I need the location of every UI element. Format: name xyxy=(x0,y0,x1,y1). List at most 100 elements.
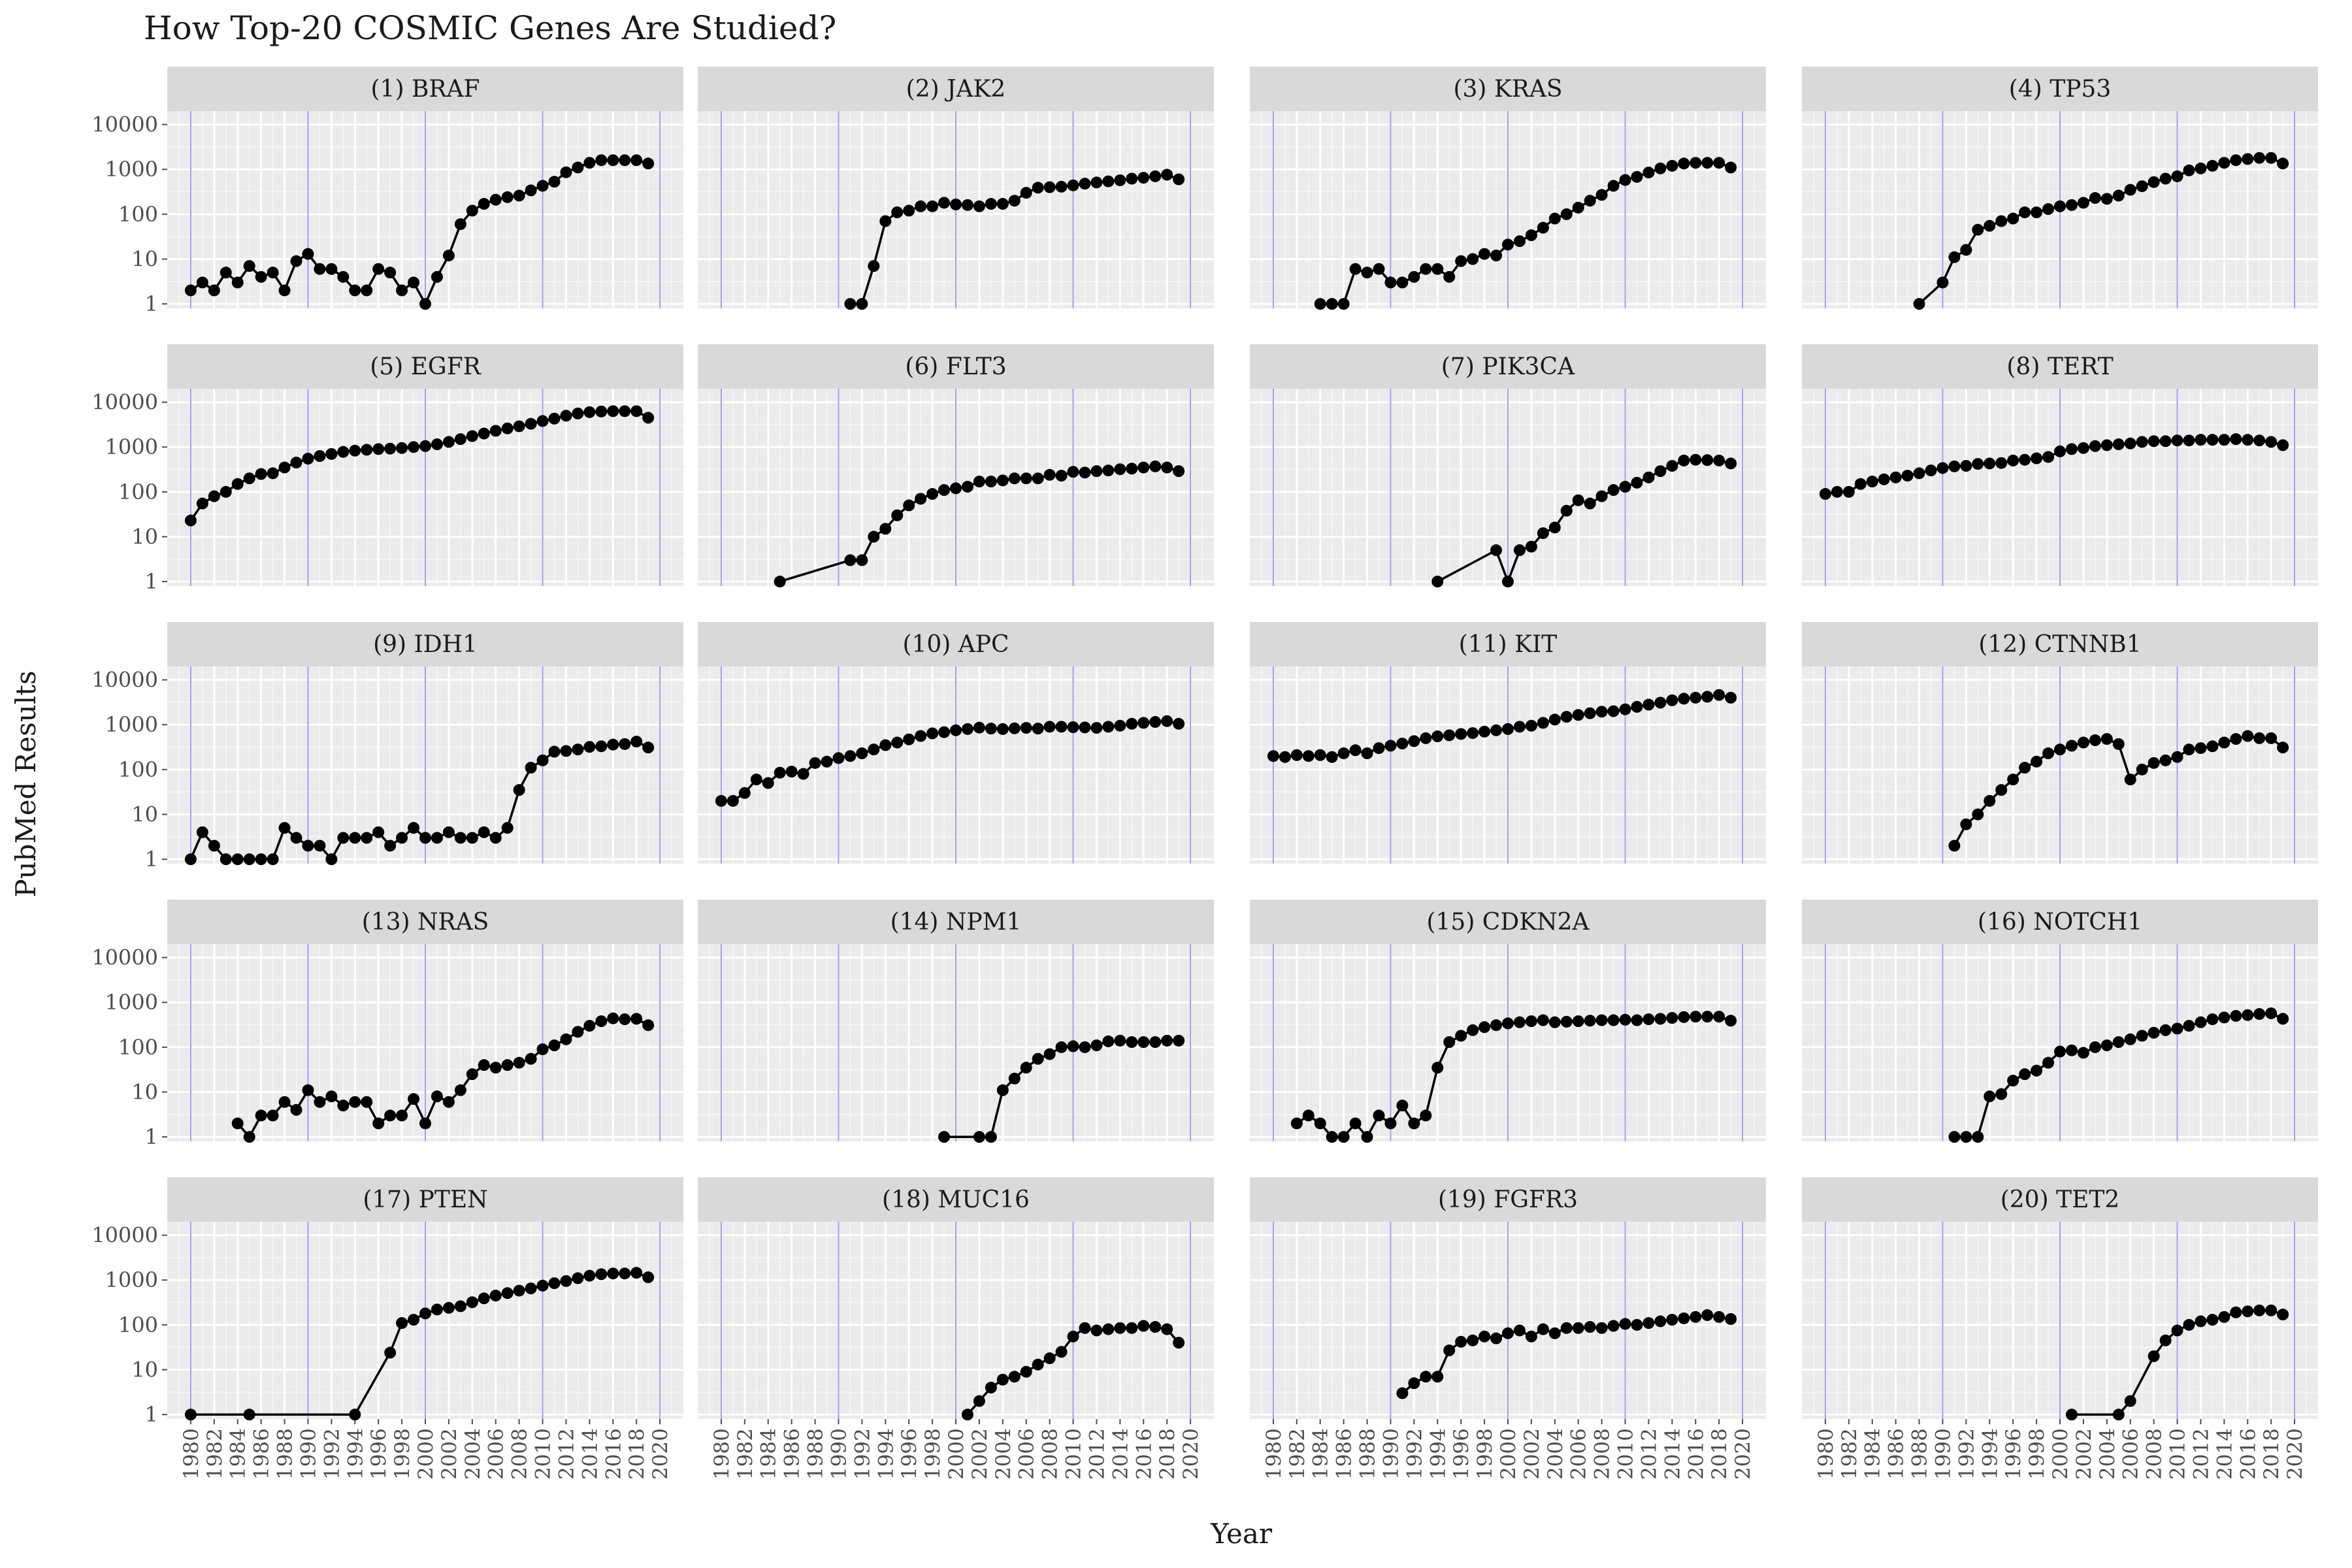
data-point xyxy=(1984,794,1996,807)
data-point xyxy=(2159,435,2172,448)
data-point xyxy=(208,490,220,502)
x-tick-label: 2018 xyxy=(625,1428,649,1480)
data-point xyxy=(2277,742,2289,754)
data-point xyxy=(2253,1304,2266,1316)
data-point xyxy=(1866,476,1878,488)
data-point xyxy=(349,284,361,297)
data-point xyxy=(607,1012,619,1024)
y-tick-label: 1000 xyxy=(105,712,158,737)
facet-panel: (1) BRAF 1 10 100 1000 10000 xyxy=(91,67,683,316)
data-point xyxy=(560,410,572,422)
data-point xyxy=(2253,1008,2266,1021)
data-point xyxy=(938,1131,951,1143)
data-point xyxy=(891,206,904,219)
x-tick-label: 2002 xyxy=(1520,1428,1544,1480)
data-point xyxy=(1467,1334,1479,1347)
data-point xyxy=(337,1100,350,1112)
data-point xyxy=(513,1284,525,1297)
data-point xyxy=(1678,693,1690,705)
data-point xyxy=(290,1103,302,1116)
data-point xyxy=(1161,169,1173,181)
x-tick-label: 2014 xyxy=(578,1428,602,1480)
data-point xyxy=(2065,1044,2078,1056)
data-point xyxy=(1008,472,1021,485)
data-point xyxy=(2089,192,2101,204)
data-point xyxy=(1595,1014,1608,1026)
data-point xyxy=(856,298,868,310)
data-point xyxy=(1560,208,1573,220)
x-tick-label: 1992 xyxy=(320,1428,344,1480)
data-point xyxy=(419,832,431,844)
x-tick-label: 2004 xyxy=(2096,1428,2119,1480)
data-point xyxy=(1032,1053,1044,1065)
data-point xyxy=(1631,700,1643,713)
x-tick-label: 2006 xyxy=(1015,1428,1039,1480)
data-point xyxy=(278,822,291,834)
data-point xyxy=(1607,1014,1620,1026)
facet-panel: (9) IDH1 1 10 100 1000 10000 xyxy=(91,622,683,872)
data-point xyxy=(1090,1039,1103,1052)
x-tick-label: 2010 xyxy=(1614,1428,1638,1480)
data-point xyxy=(2077,442,2089,454)
data-point xyxy=(2148,757,2160,769)
y-tick-label: 10 xyxy=(131,802,158,827)
data-point xyxy=(1631,1318,1643,1331)
data-point xyxy=(1431,1062,1444,1074)
panel-title: (15) CDKN2A xyxy=(1426,909,1590,936)
data-point xyxy=(1478,725,1491,738)
data-point xyxy=(1008,722,1021,734)
data-point xyxy=(384,442,397,455)
data-point xyxy=(1642,698,1655,711)
panel-strip xyxy=(167,344,683,389)
x-tick-label: 2002 xyxy=(968,1428,992,1480)
data-point xyxy=(1584,1015,1596,1027)
data-point xyxy=(2230,1306,2242,1318)
data-point xyxy=(1067,1330,1079,1343)
y-tick-label: 100 xyxy=(118,757,158,782)
data-point xyxy=(454,1084,466,1096)
data-point xyxy=(1173,173,1185,186)
facet-panel: (16) NOTCH1 xyxy=(1802,900,2318,1143)
data-point xyxy=(1595,1322,1608,1334)
data-point xyxy=(442,250,455,262)
data-point xyxy=(1137,1320,1150,1332)
data-point xyxy=(1831,485,1843,498)
y-tick-label: 10 xyxy=(131,525,158,549)
facet-panel: (15) CDKN2A xyxy=(1250,900,1766,1143)
data-point xyxy=(2265,152,2278,164)
series-line xyxy=(189,159,649,307)
data-point xyxy=(797,768,809,780)
data-point xyxy=(2077,1047,2089,1059)
y-tick-label: 1 xyxy=(145,1402,158,1427)
data-point xyxy=(560,745,572,757)
data-point xyxy=(1032,182,1044,194)
data-point xyxy=(1995,457,2008,469)
y-tick-label: 1 xyxy=(145,847,158,872)
data-point xyxy=(1619,1013,1631,1026)
data-point xyxy=(1420,263,1432,275)
data-point xyxy=(337,446,350,458)
data-point xyxy=(1713,157,1725,169)
data-point xyxy=(442,1301,455,1314)
data-point xyxy=(548,745,561,758)
data-point xyxy=(419,440,431,452)
data-point xyxy=(2031,1064,2043,1077)
data-point xyxy=(478,1059,490,1071)
y-tick-label: 1 xyxy=(145,569,158,594)
data-point xyxy=(2077,736,2089,749)
data-point xyxy=(1314,749,1326,761)
data-point xyxy=(1513,1324,1526,1337)
data-point xyxy=(1572,494,1584,506)
data-point xyxy=(548,412,561,425)
data-point xyxy=(619,1013,631,1026)
x-tick-label: 2010 xyxy=(2166,1428,2190,1480)
data-point xyxy=(2159,1334,2172,1347)
data-point xyxy=(1173,465,1185,478)
x-tick-label: 1990 xyxy=(827,1428,851,1480)
data-point xyxy=(1396,1100,1409,1112)
x-tick-label: 1986 xyxy=(250,1428,274,1480)
data-point xyxy=(619,1267,631,1280)
data-point xyxy=(1114,174,1126,186)
data-point xyxy=(1548,713,1561,726)
data-point xyxy=(642,1019,655,1032)
